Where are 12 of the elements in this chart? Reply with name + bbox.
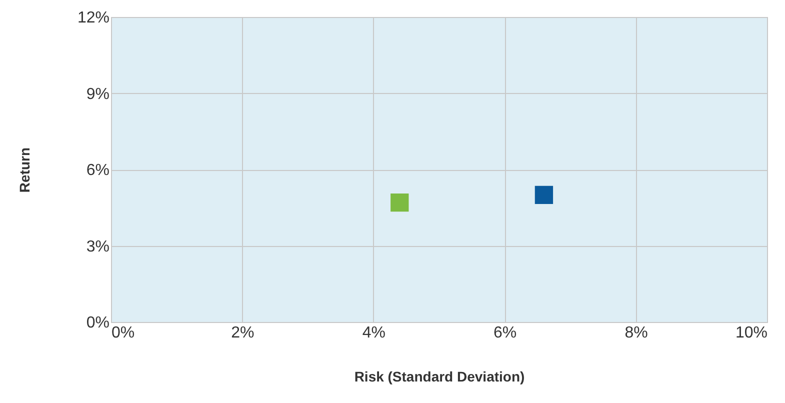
y-tick-label: 3% [86, 238, 110, 256]
x-tick-label: 4% [362, 324, 386, 342]
x-tick-label: 2% [231, 324, 254, 342]
x-tick-label: 0% [112, 324, 135, 342]
x-axis-title: Risk (Standard Deviation) [354, 368, 525, 384]
x-tick-label: 10% [735, 324, 768, 342]
y-tick-label: 6% [86, 162, 110, 179]
y-tick-label: 12% [77, 10, 110, 26]
y-axis-title: Return [16, 147, 32, 193]
x-tick-label: 8% [624, 324, 648, 342]
y-tick-label: 9% [86, 86, 110, 103]
x-tick-label: 6% [494, 324, 517, 342]
